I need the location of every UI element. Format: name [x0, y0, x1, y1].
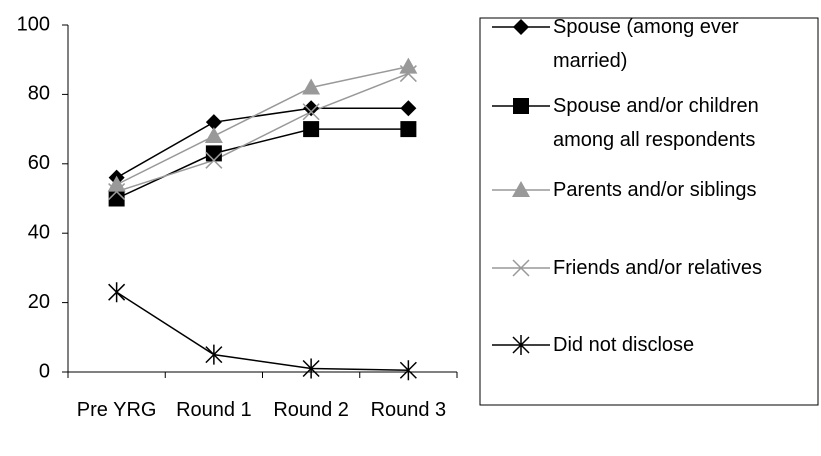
y-tick-label: 20	[28, 291, 50, 313]
marker-shape	[205, 344, 223, 365]
legend-box	[479, 17, 819, 406]
marker	[303, 100, 320, 117]
marker-shape	[205, 145, 222, 162]
marker	[205, 151, 223, 169]
legend-label: Spouse and/or children among all respond…	[553, 95, 759, 151]
marker	[400, 100, 417, 117]
marker-shape	[512, 181, 530, 197]
marker-shape	[108, 282, 126, 303]
marker	[204, 127, 223, 144]
marker	[512, 259, 530, 277]
marker	[400, 121, 417, 138]
y-tick-label: 100	[17, 13, 50, 35]
legend-label: Friends and/or relatives	[553, 257, 762, 279]
marker-shape	[512, 259, 530, 277]
legend-label: Parents and/or siblings	[553, 179, 757, 201]
marker	[108, 190, 125, 207]
legend-label: Spouse (among ever married)	[553, 16, 739, 72]
marker-shape	[303, 121, 320, 138]
marker-shape	[205, 151, 223, 169]
marker-shape	[204, 127, 223, 144]
x-tick-label: Round 2	[273, 399, 349, 421]
x-tick-label: Pre YRG	[76, 399, 157, 421]
marker	[399, 360, 417, 381]
marker-shape	[302, 358, 320, 379]
marker	[512, 335, 530, 355]
marker-shape	[302, 78, 321, 95]
series-line	[116, 65, 409, 186]
marker-shape	[205, 114, 222, 131]
marker-shape	[108, 190, 125, 207]
marker	[399, 57, 418, 74]
marker-shape	[399, 360, 417, 381]
y-tick-label: 60	[28, 152, 50, 174]
marker-shape	[400, 121, 417, 138]
marker	[108, 282, 126, 303]
marker	[108, 183, 126, 201]
marker-shape	[400, 100, 417, 117]
marker	[205, 145, 222, 162]
series-line	[116, 107, 409, 179]
x-tick-label: Round 1	[176, 399, 252, 421]
x-tick-label: Round 3	[370, 399, 447, 421]
y-tick-label: 40	[28, 221, 50, 243]
y-tick-label: 0	[39, 360, 50, 382]
marker	[512, 181, 530, 197]
marker	[205, 114, 222, 131]
legend-label: Did not disclose	[553, 334, 695, 356]
marker	[302, 358, 320, 379]
marker	[302, 78, 321, 95]
marker-shape	[108, 183, 126, 201]
marker	[513, 98, 529, 114]
marker-shape	[303, 100, 320, 117]
marker-shape	[513, 98, 529, 114]
marker	[513, 19, 529, 35]
marker	[205, 344, 223, 365]
marker-shape	[302, 103, 320, 121]
marker-shape	[399, 65, 417, 83]
series-line	[116, 72, 409, 193]
marker	[399, 65, 417, 83]
series-line	[116, 128, 409, 200]
y-tick-label: 80	[28, 83, 50, 105]
series-line	[116, 291, 409, 372]
marker	[302, 103, 320, 121]
marker-shape	[399, 57, 418, 74]
marker-shape	[513, 19, 529, 35]
marker-shape	[512, 335, 530, 355]
marker	[303, 121, 320, 138]
